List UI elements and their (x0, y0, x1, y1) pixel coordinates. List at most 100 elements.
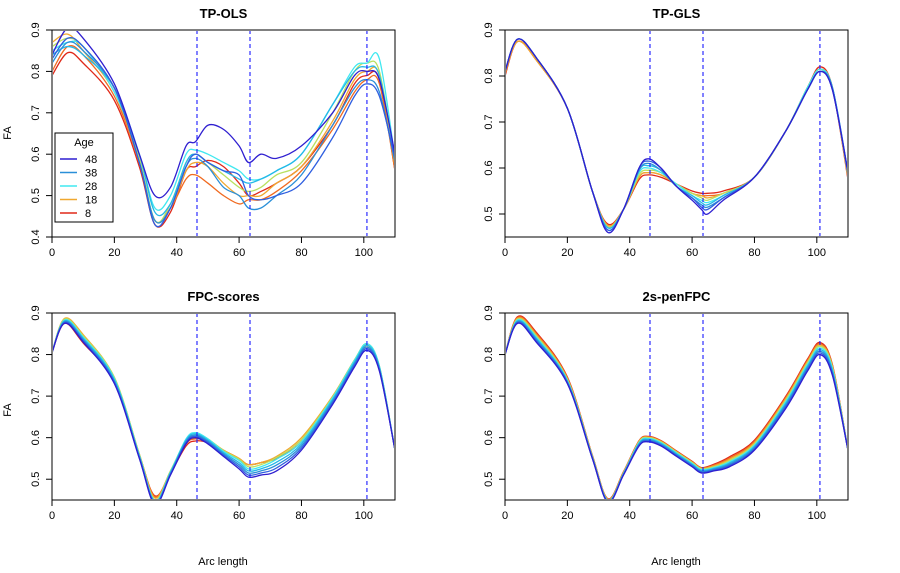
x-tick-label: 0 (502, 247, 508, 259)
series-line-age-48 (53, 322, 394, 499)
series-line-age-18 (506, 40, 847, 227)
series-line-age-13 (53, 44, 394, 224)
legend-label-age-48: 48 (85, 154, 97, 166)
x-tick-label: 60 (686, 247, 698, 259)
series-line-age-13 (506, 316, 847, 499)
series-line-age-8 (506, 315, 847, 499)
x-axis-title-right: Arc length (651, 556, 701, 568)
panel-title: FPC-scores (187, 289, 259, 304)
legend-title: Age (74, 137, 94, 149)
series-line-age-33 (506, 38, 847, 229)
x-tick-label: 40 (624, 247, 636, 259)
panel-title: TP-GLS (653, 6, 701, 21)
x-tick-label: 20 (108, 510, 120, 522)
y-tick-label: 0.6 (30, 430, 42, 445)
panel-title: TP-OLS (200, 6, 248, 21)
y-tick-label: 0.5 (30, 188, 42, 203)
plot-frame (51, 29, 396, 238)
series-line-age-48 (506, 322, 847, 499)
y-tick-label: 0.7 (30, 105, 42, 120)
series-line-age-28 (53, 319, 394, 499)
x-tick-label: 20 (561, 510, 573, 522)
x-tick-label: 80 (295, 510, 307, 522)
x-tick-label: 40 (171, 510, 183, 522)
series-line-age-23 (506, 318, 847, 499)
x-tick-label: 20 (108, 247, 120, 259)
x-tick-label: 80 (748, 510, 760, 522)
series-line-age-48 (506, 38, 847, 234)
y-tick-label: 0.7 (483, 114, 495, 129)
x-tick-label: 100 (355, 510, 373, 522)
series-line-age-43 (53, 36, 394, 228)
x-tick-label: 100 (355, 247, 373, 259)
x-tick-label: 40 (624, 510, 636, 522)
plot-frame (51, 312, 396, 501)
series-line-age-33 (506, 319, 847, 499)
series-line-age-28 (506, 38, 847, 229)
y-tick-label: 0.8 (30, 347, 42, 362)
series-line-age-38 (506, 38, 847, 232)
series-line-age-23 (506, 38, 847, 228)
y-tick-label: 0.5 (30, 472, 42, 487)
x-tick-label: 60 (686, 510, 698, 522)
panel-fpc-scores: FPC-scores 0 20 40 60 80 100 0.5 0.6 0.7 0.8 0.9 (30, 289, 396, 522)
y-tick-label: 0.9 (30, 22, 42, 37)
x-axis-title-left: Arc length (198, 556, 248, 568)
legend-label-age-38: 38 (85, 168, 97, 180)
x-tick-label: 100 (808, 247, 826, 259)
y-tick-label: 0.4 (30, 229, 42, 244)
x-tick-label: 0 (49, 247, 55, 259)
y-axis-title-bottom: FA (2, 403, 14, 417)
series-line-age-28 (506, 318, 847, 499)
y-tick-label: 0.9 (483, 305, 495, 320)
series-line-age-38 (53, 320, 394, 499)
panel-tp-ols: TP-OLS 0 20 40 60 80 100 0.4 0.5 0.6 0.7 0.8 0.9 Age… (30, 6, 396, 259)
y-tick-label: 0.8 (483, 347, 495, 362)
legend-label-age-28: 28 (85, 181, 97, 193)
x-tick-label: 40 (171, 247, 183, 259)
x-tick-label: 100 (808, 510, 826, 522)
y-tick-label: 0.8 (483, 68, 495, 83)
y-tick-label: 0.6 (483, 160, 495, 175)
series-line-age-43 (53, 321, 394, 499)
series-line-age-13 (506, 40, 847, 227)
y-tick-label: 0.7 (30, 388, 42, 403)
series-line-age-43 (506, 321, 847, 499)
series-line-age-43 (506, 38, 847, 232)
y-tick-label: 0.5 (483, 206, 495, 221)
x-tick-label: 80 (295, 247, 307, 259)
x-tick-label: 80 (748, 247, 760, 259)
legend-label-age-8: 8 (85, 208, 91, 220)
x-tick-label: 60 (233, 247, 245, 259)
panel-tp-gls: TP-GLS 0 20 40 60 80 100 0.5 0.6 0.7 0.8 0.9 (483, 6, 849, 259)
x-tick-label: 0 (502, 510, 508, 522)
series-line-age-48 (53, 31, 394, 199)
x-tick-label: 60 (233, 510, 245, 522)
series-line-age-8 (506, 40, 847, 226)
y-tick-label: 0.9 (483, 22, 495, 37)
plot-frame (504, 29, 849, 238)
series-line-age-8 (53, 51, 394, 228)
panel-2s-penfpc: 2s-penFPC 0 20 40 60 80 100 0.5 0.6 0.7 0.8 0.9 (483, 289, 849, 522)
series-line-age-13 (53, 318, 394, 498)
y-tick-label: 0.6 (30, 147, 42, 162)
panel-title: 2s-penFPC (643, 289, 712, 304)
y-tick-label: 0.8 (30, 64, 42, 79)
y-tick-label: 0.9 (30, 305, 42, 320)
y-tick-label: 0.6 (483, 430, 495, 445)
y-axis-title-top: FA (2, 126, 14, 140)
plot-frame (504, 312, 849, 501)
series-line-age-33 (53, 319, 394, 499)
legend-label-age-18: 18 (85, 195, 97, 207)
series-line-age-18 (506, 317, 847, 499)
y-tick-label: 0.5 (483, 472, 495, 487)
series-line-age-23 (53, 318, 394, 499)
x-tick-label: 0 (49, 510, 55, 522)
y-tick-label: 0.7 (483, 388, 495, 403)
series-line-age-18 (53, 317, 394, 499)
series-line-age-38 (506, 320, 847, 499)
x-tick-label: 20 (561, 247, 573, 259)
series-line-age-8 (53, 322, 394, 497)
